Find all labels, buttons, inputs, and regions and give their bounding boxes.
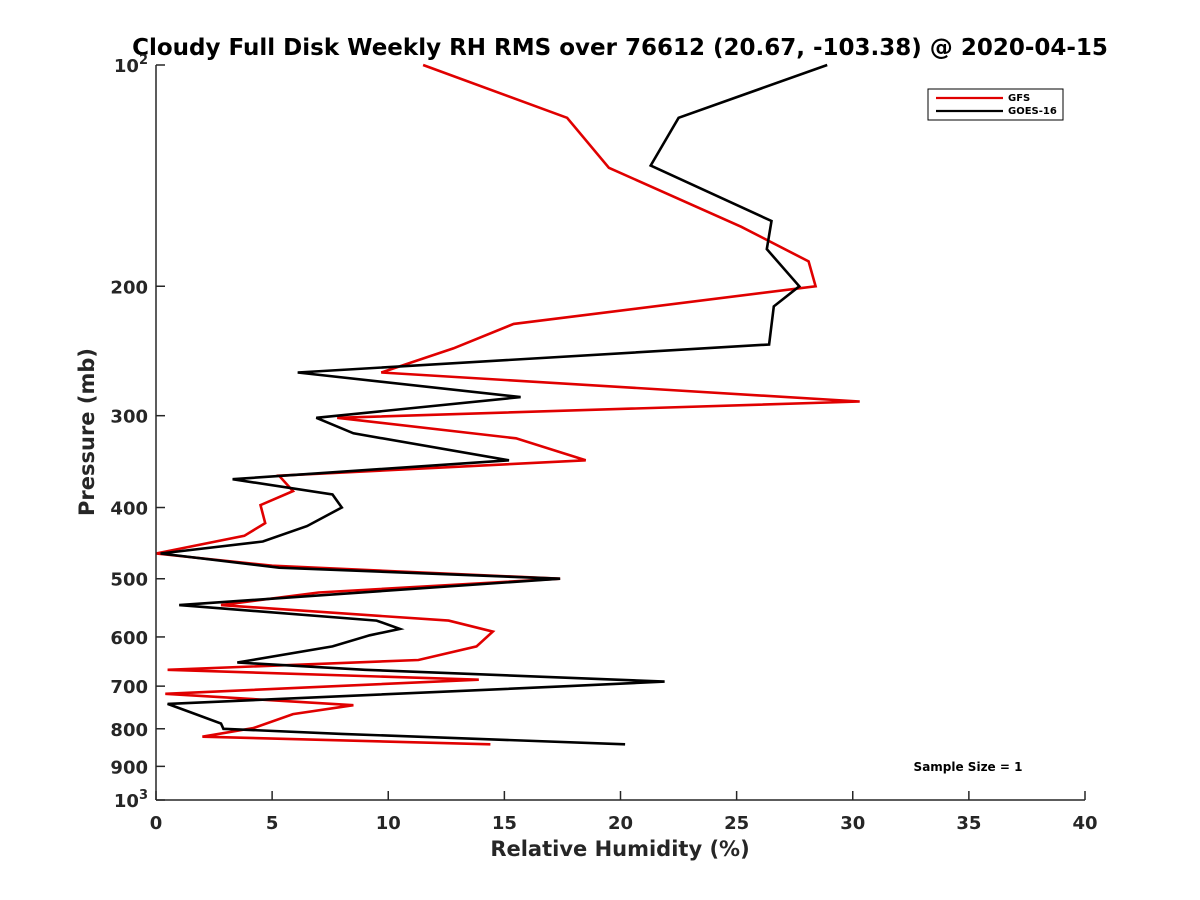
x-tick-label: 5 <box>266 813 279 834</box>
x-axis-label: Relative Humidity (%) <box>490 837 749 861</box>
y-ticks: 200 300 400 500 600 700 800 900 102 103 <box>110 53 165 812</box>
x-tick-label: 40 <box>1072 813 1097 834</box>
chart-title: Cloudy Full Disk Weekly RH RMS over 7661… <box>132 35 1108 61</box>
x-tick-label: 30 <box>840 813 865 834</box>
y-axis-label: Pressure (mb) <box>75 348 99 516</box>
legend-label-goes16: GOES-16 <box>1008 106 1057 117</box>
series-line-gfs <box>155 63 860 746</box>
sample-size-annotation: Sample Size = 1 <box>914 760 1023 774</box>
y-tick-label: 800 <box>110 720 148 741</box>
plot-lines <box>155 63 860 746</box>
x-tick-label: 15 <box>492 813 517 834</box>
legend-label-gfs: GFS <box>1008 93 1030 104</box>
y-tick-label: 400 <box>110 499 148 520</box>
y-tick-label-power: 103 <box>114 788 148 812</box>
series-line-goes16 <box>160 63 828 746</box>
x-tick-label: 10 <box>376 813 401 834</box>
y-tick-label: 700 <box>110 677 148 698</box>
x-tick-label: 20 <box>608 813 633 834</box>
legend-box <box>927 88 1064 121</box>
y-tick-label: 600 <box>110 628 148 649</box>
y-tick-label: 200 <box>110 277 148 298</box>
legend: GFS GOES-16 <box>927 88 1064 121</box>
y-tick-label-power: 102 <box>114 53 148 77</box>
x-ticks: 0 5 10 15 20 25 30 35 40 <box>150 791 1098 834</box>
x-tick-label: 25 <box>724 813 749 834</box>
x-tick-label: 35 <box>956 813 981 834</box>
y-tick-label: 500 <box>110 570 148 591</box>
y-tick-label: 300 <box>110 407 148 428</box>
y-tick-label: 900 <box>110 757 148 778</box>
x-tick-label: 0 <box>150 813 163 834</box>
